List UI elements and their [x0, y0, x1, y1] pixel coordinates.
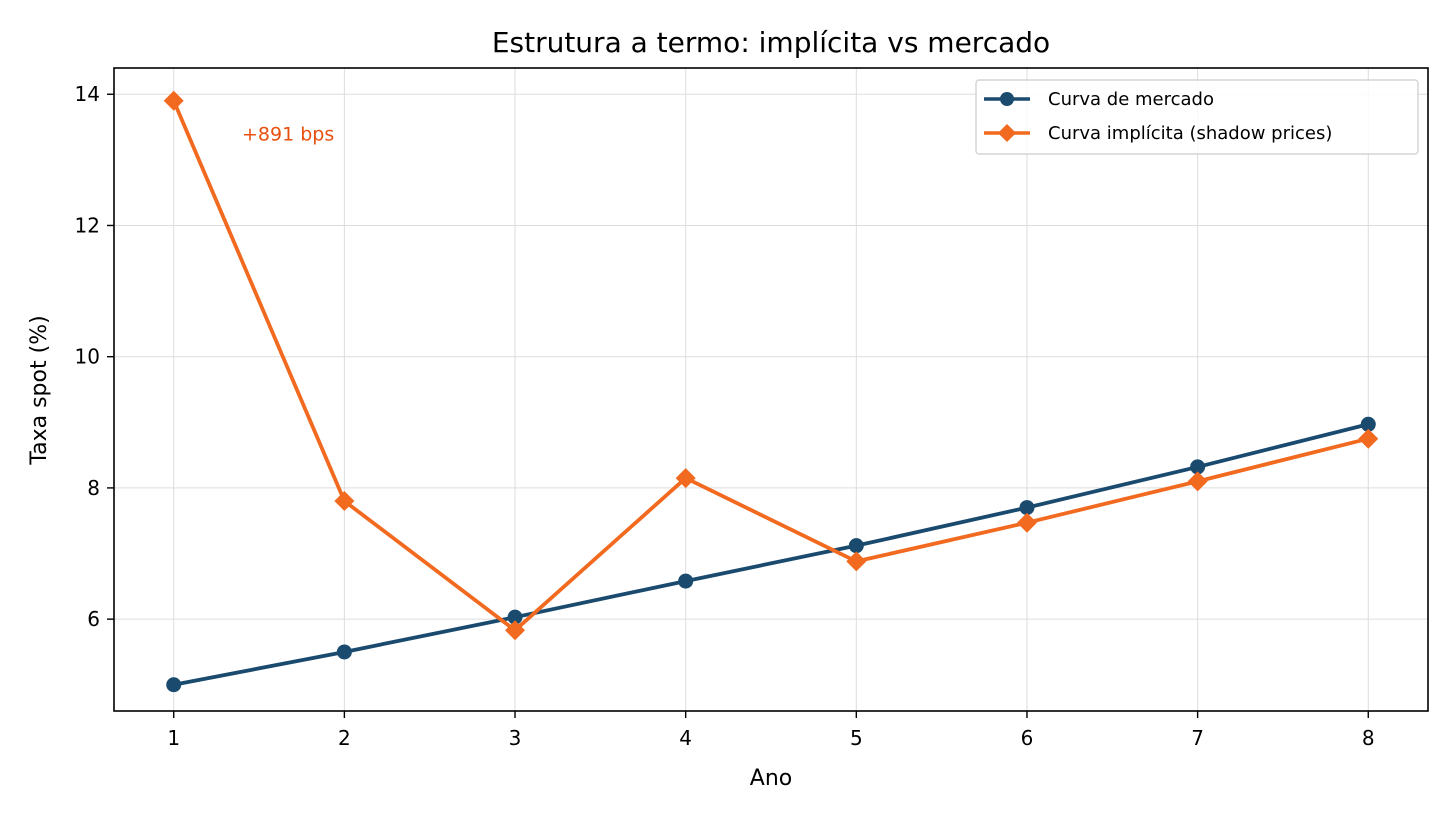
data-point-implied: [334, 491, 355, 512]
data-point-implied: [505, 620, 526, 641]
series-line-market: [173, 422, 1369, 687]
chart-title: Estrutura a termo: implícita vs mercado: [492, 26, 1050, 59]
y-axis-title: Taxa spot (%): [27, 315, 52, 465]
x-tick-label: 2: [338, 726, 351, 750]
data-point-implied: [1187, 471, 1208, 492]
legend: Curva de mercado Curva implícita (shadow…: [975, 79, 1419, 155]
y-tick-label: 10: [75, 345, 100, 369]
legend-marker-market: [1000, 92, 1014, 106]
data-point-market: [507, 609, 523, 625]
series-line-implied: [171, 100, 1369, 633]
x-tick-label: 7: [1191, 726, 1204, 750]
y-tick-label: 12: [75, 213, 100, 237]
legend-label-market: Curva de mercado: [1048, 89, 1214, 110]
grid: [114, 68, 1428, 711]
x-tick-label: 5: [850, 726, 863, 750]
x-tick-label: 1: [167, 726, 180, 750]
data-point-implied: [1016, 512, 1037, 533]
x-tick-label: 8: [1362, 726, 1375, 750]
data-point-market: [1190, 459, 1206, 475]
data-point-implied: [675, 468, 696, 489]
data-point-implied: [1358, 428, 1379, 449]
x-tick-label: 6: [1021, 726, 1034, 750]
x-tick-label: 4: [679, 726, 692, 750]
data-point-market: [848, 538, 864, 554]
data-point-implied: [846, 551, 867, 572]
y-tick-label: 14: [75, 82, 100, 106]
data-point-market: [336, 644, 352, 660]
series-layer: [163, 90, 1379, 693]
data-point-market: [678, 573, 694, 589]
annotation-label: +891 bps: [242, 124, 334, 146]
plot-frame: [113, 67, 1429, 712]
data-point-implied: [163, 90, 184, 111]
x-tick-label: 3: [509, 726, 522, 750]
data-point-market: [1360, 416, 1376, 432]
y-tick-label: 6: [87, 607, 100, 631]
data-point-market: [166, 677, 182, 693]
legend-box: [975, 79, 1419, 155]
x-axis-title: Ano: [750, 766, 792, 791]
y-tick-label: 8: [87, 476, 100, 500]
legend-label-implied: Curva implícita (shadow prices): [1048, 123, 1332, 144]
data-point-market: [1019, 500, 1035, 516]
legend-marker-implied: [998, 124, 1016, 142]
